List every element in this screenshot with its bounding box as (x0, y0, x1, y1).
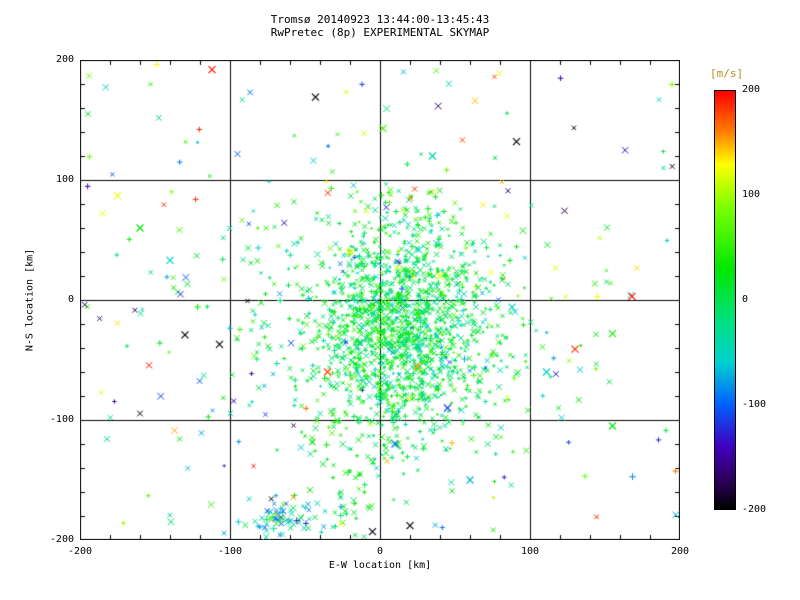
x-axis-label: E-W location [km] (328, 560, 432, 571)
x-tick-label: 100 (520, 546, 540, 557)
colorbar-tick-label: 100 (742, 189, 761, 200)
y-tick-label: 100 (55, 174, 74, 185)
colorbar-tick-label: -100 (742, 399, 767, 410)
x-tick-label: -100 (217, 546, 243, 557)
colorbar-tick-label: 200 (742, 84, 761, 95)
colorbar-tick-label: -200 (742, 504, 767, 515)
plot-subtitle: RwPretec (8p) EXPERIMENTAL SKYMAP (270, 26, 490, 39)
x-tick-label: 200 (670, 546, 690, 557)
x-tick-label: -200 (67, 546, 93, 557)
y-tick-label: -100 (49, 414, 74, 425)
y-tick-label: 0 (67, 294, 74, 305)
title-block: Tromsø 20140923 13:44:00-13:45:43 RwPret… (80, 13, 680, 39)
colorbar (714, 90, 736, 510)
plot-title: Tromsø 20140923 13:44:00-13:45:43 (270, 13, 490, 26)
scatter-canvas (80, 60, 680, 540)
colorbar-tick-label: 0 (742, 294, 749, 305)
y-axis-label: N-S location [km] (24, 248, 36, 352)
colorbar-unit-label: [m/s] (710, 67, 744, 80)
y-tick-label: -200 (49, 534, 74, 545)
x-tick-label: 0 (376, 546, 384, 557)
y-tick-label: 200 (55, 54, 74, 65)
plot-area (80, 60, 680, 540)
